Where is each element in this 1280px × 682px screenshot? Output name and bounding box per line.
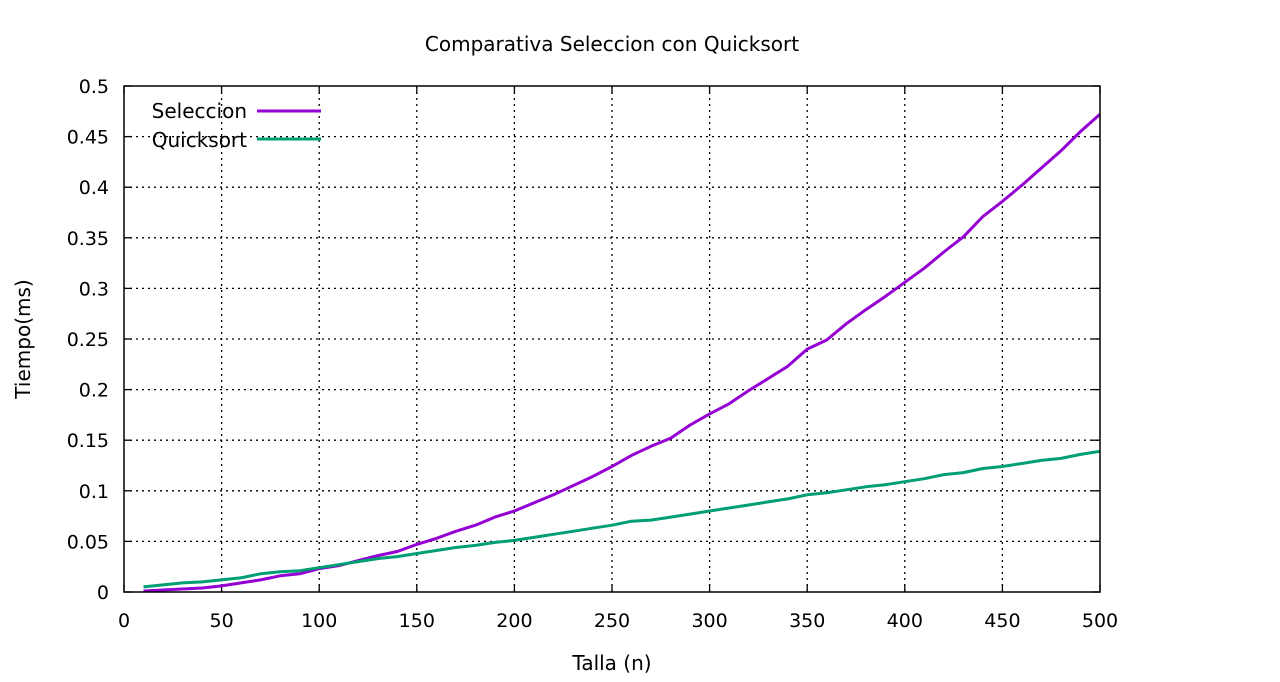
y-tick-label: 0: [97, 582, 109, 604]
y-tick-label: 0.5: [79, 76, 109, 98]
x-tick-label: 150: [399, 610, 435, 632]
legend-label-quicksort: Quicksort: [152, 128, 247, 152]
chart-title: Comparativa Seleccion con Quicksort: [425, 32, 799, 56]
y-tick-label: 0.35: [67, 228, 109, 250]
y-tick-label: 0.05: [67, 531, 109, 553]
series-line-quicksort: [143, 449, 1101, 589]
y-tick-label: 0.25: [67, 329, 109, 351]
x-tick-label: 200: [496, 610, 532, 632]
x-tick-label: 450: [984, 610, 1020, 632]
legend-label-seleccion: Seleccion: [152, 99, 247, 123]
y-tick-label: 0.15: [67, 430, 109, 452]
x-tick-label: 0: [118, 610, 130, 632]
x-tick-label: 50: [210, 610, 234, 632]
y-axis-title: Tiempo(ms): [11, 279, 35, 399]
y-tick-label: 0.1: [79, 481, 109, 503]
x-tick-label: 500: [1082, 610, 1118, 632]
legend: Seleccion Quicksort: [152, 99, 321, 152]
x-tick-label: 250: [594, 610, 630, 632]
grid-layer: [124, 86, 1100, 592]
plot-frame: [123, 85, 1101, 593]
y-tick-label: 0.3: [79, 278, 109, 300]
x-axis-title: Talla (n): [571, 651, 651, 675]
series-line-seleccion: [143, 113, 1101, 593]
y-tick-label: 0.45: [67, 127, 109, 149]
series-layer: [143, 113, 1101, 593]
x-tick-label: 100: [301, 610, 337, 632]
x-tick-label: 300: [691, 610, 727, 632]
x-tick-label: 400: [887, 610, 923, 632]
axis-ticks: 0 50 100 150 200 250 300 350 400 450 500 0 0.05 0.1 0.…: [67, 76, 1118, 632]
x-tick-label: 350: [789, 610, 825, 632]
y-tick-label: 0.2: [79, 380, 109, 402]
y-tick-label: 0.4: [79, 177, 109, 199]
